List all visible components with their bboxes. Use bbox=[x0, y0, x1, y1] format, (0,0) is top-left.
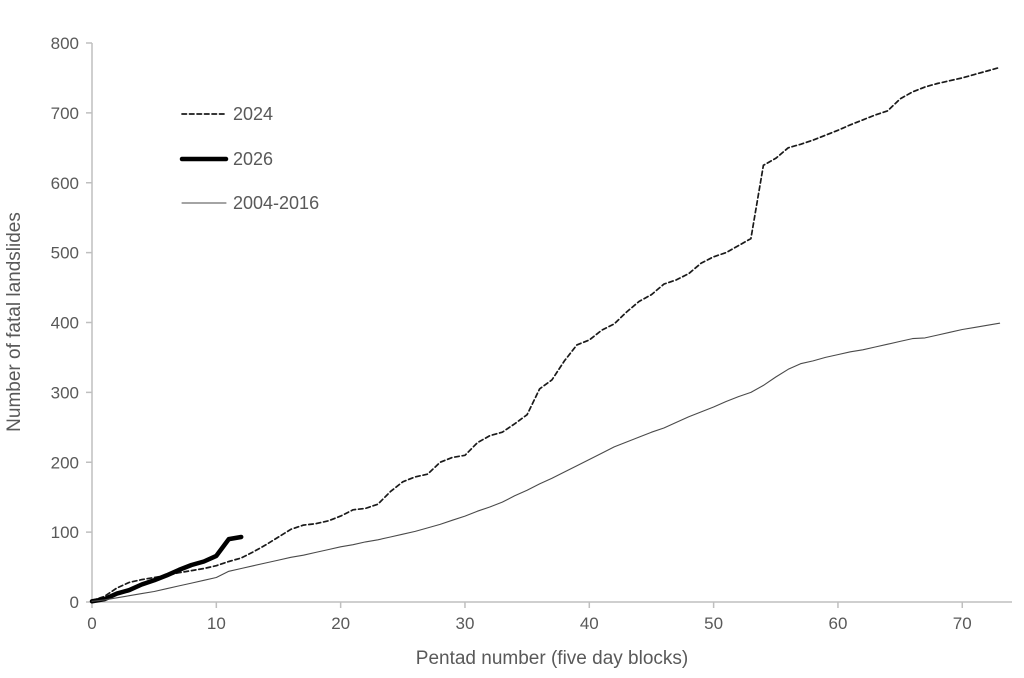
y-tick-label: 100 bbox=[51, 523, 79, 542]
legend-item: 2024 bbox=[181, 104, 273, 124]
x-tick-label: 60 bbox=[828, 614, 847, 633]
x-tick-label: 30 bbox=[456, 614, 475, 633]
legend-label: 2024 bbox=[233, 104, 273, 124]
x-tick-label: 20 bbox=[331, 614, 350, 633]
legend-item: 2026 bbox=[179, 149, 273, 169]
chart-legend: 2024 2026 2004-2016 bbox=[179, 104, 319, 213]
y-tick-label: 500 bbox=[51, 244, 79, 263]
x-tick-label: 10 bbox=[207, 614, 226, 633]
y-tick-label: 400 bbox=[51, 314, 79, 333]
y-tick-label: 300 bbox=[51, 383, 79, 402]
y-tick-label: 600 bbox=[51, 174, 79, 193]
y-tick-label: 800 bbox=[51, 34, 79, 53]
axes-layer: 0 100 200 300 400 500 600 700 800 0 10 20 30 40 50 60 70 bbox=[51, 34, 1012, 633]
series-line-2026 bbox=[89, 534, 244, 604]
x-axis-title: Pentad number (five day blocks) bbox=[416, 648, 688, 669]
series-layer bbox=[89, 66, 1001, 604]
series-line-2024 bbox=[91, 66, 1001, 602]
legend-label: 2004-2016 bbox=[233, 193, 319, 213]
x-tick-label: 50 bbox=[704, 614, 723, 633]
y-tick-label: 700 bbox=[51, 104, 79, 123]
legend-item: 2004-2016 bbox=[181, 193, 319, 213]
x-tick-label: 40 bbox=[580, 614, 599, 633]
y-axis-title: Number of fatal landslides bbox=[4, 212, 25, 432]
y-tick-label: 200 bbox=[51, 453, 79, 472]
x-tick-label: 70 bbox=[953, 614, 972, 633]
x-tick-label: 0 bbox=[87, 614, 96, 633]
legend-label: 2026 bbox=[233, 149, 273, 169]
series-line-2004-2016 bbox=[91, 322, 1001, 602]
y-tick-label: 0 bbox=[70, 593, 79, 612]
